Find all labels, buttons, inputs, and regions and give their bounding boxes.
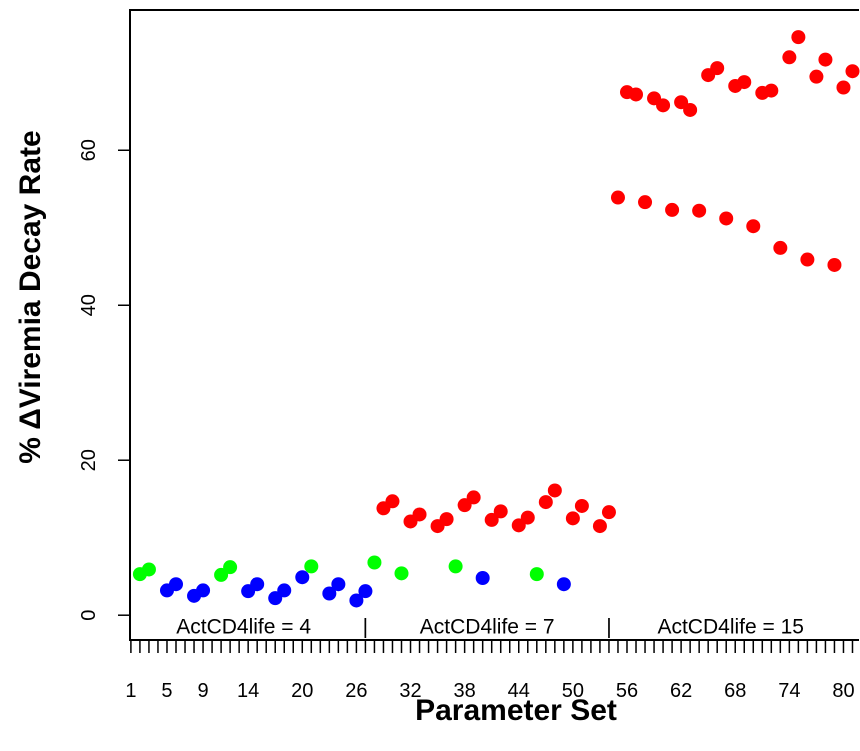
data-point: [322, 586, 337, 601]
group-label: ActCD4life = 15: [657, 615, 804, 638]
y-tick-label: 40: [78, 294, 100, 316]
data-point: [223, 560, 238, 575]
y-axis: 0 20 40 60: [78, 139, 130, 621]
x-axis: 1 5 9 14 20 26 32 38 44 50 56 62 68 74 80: [125, 640, 855, 702]
group-separator: |: [363, 615, 368, 638]
x-tick-label: 38: [454, 680, 476, 702]
x-tick-label: 9: [197, 680, 208, 702]
data-point: [547, 483, 562, 498]
data-point: [448, 559, 463, 574]
data-point: [493, 504, 508, 519]
data-point: [484, 512, 499, 527]
x-tick-label: 20: [291, 680, 313, 702]
data-point: [692, 203, 707, 218]
data-point: [710, 61, 725, 76]
data-point: [556, 577, 571, 592]
group-annotations: ActCD4life = 4 | ActCD4life = 7 | ActCD4life…: [176, 615, 804, 638]
x-tick-label: 14: [237, 680, 259, 702]
x-tick-label: 56: [616, 680, 638, 702]
data-point: [629, 87, 644, 102]
data-point: [601, 505, 616, 520]
data-point: [520, 510, 535, 525]
data-point: [250, 577, 265, 592]
data-point: [683, 102, 698, 117]
series-1: [132, 555, 544, 582]
data-point: [845, 64, 860, 79]
y-tick-label: 60: [78, 139, 100, 161]
data-point: [358, 584, 373, 599]
x-tick-label: 26: [345, 680, 367, 702]
data-point: [538, 495, 553, 510]
data-point: [295, 570, 310, 585]
data-point: [196, 583, 211, 598]
data-point: [367, 555, 382, 570]
data-point: [529, 567, 544, 582]
data-point: [656, 98, 671, 113]
data-point: [836, 80, 851, 95]
data-point: [385, 494, 400, 509]
data-point: [349, 593, 364, 608]
data-point: [565, 511, 580, 526]
data-point: [746, 219, 761, 234]
data-point: [475, 571, 490, 586]
data-point: [574, 498, 589, 513]
data-point: [304, 559, 319, 574]
x-tick-label: 44: [508, 680, 530, 702]
x-tick-label: 1: [125, 680, 136, 702]
x-tick-label: 50: [562, 680, 584, 702]
x-tick-label: 5: [161, 680, 172, 702]
data-point: [737, 75, 752, 90]
x-tick-label: 74: [778, 680, 800, 702]
x-tick-label: 62: [670, 680, 692, 702]
data-point: [764, 83, 779, 98]
x-axis-title: Parameter Set: [415, 694, 617, 727]
y-tick-label: 20: [78, 449, 100, 471]
data-point: [331, 577, 346, 592]
plot-frame: [129, 9, 859, 641]
data-point: [827, 257, 842, 272]
data-point: [439, 512, 454, 527]
x-tick-label: 80: [832, 680, 854, 702]
group-label: ActCD4life = 7: [420, 615, 555, 638]
data-point: [141, 562, 156, 577]
data-point: [719, 211, 734, 226]
data-points: [132, 30, 860, 608]
x-tick-label: 68: [724, 680, 746, 702]
x-tick-label: 32: [399, 680, 421, 702]
data-point: [592, 519, 607, 534]
data-point: [610, 190, 625, 205]
data-point: [169, 577, 184, 592]
data-point: [394, 566, 409, 581]
data-point: [277, 583, 292, 598]
data-point: [665, 202, 680, 217]
data-point: [412, 507, 427, 522]
data-point: [638, 195, 653, 210]
data-point: [800, 252, 815, 267]
data-point: [791, 30, 806, 45]
data-point: [782, 50, 797, 65]
group-label: ActCD4life = 4: [176, 615, 311, 638]
data-point: [809, 69, 824, 84]
data-point: [466, 490, 481, 505]
data-point: [818, 52, 833, 67]
series-3: [376, 30, 860, 534]
y-tick-label: 0: [78, 610, 100, 621]
series-2: [159, 570, 571, 608]
group-separator: |: [606, 615, 611, 638]
data-point: [773, 240, 788, 255]
y-axis-title: % ΔViremia Decay Rate: [14, 130, 47, 463]
